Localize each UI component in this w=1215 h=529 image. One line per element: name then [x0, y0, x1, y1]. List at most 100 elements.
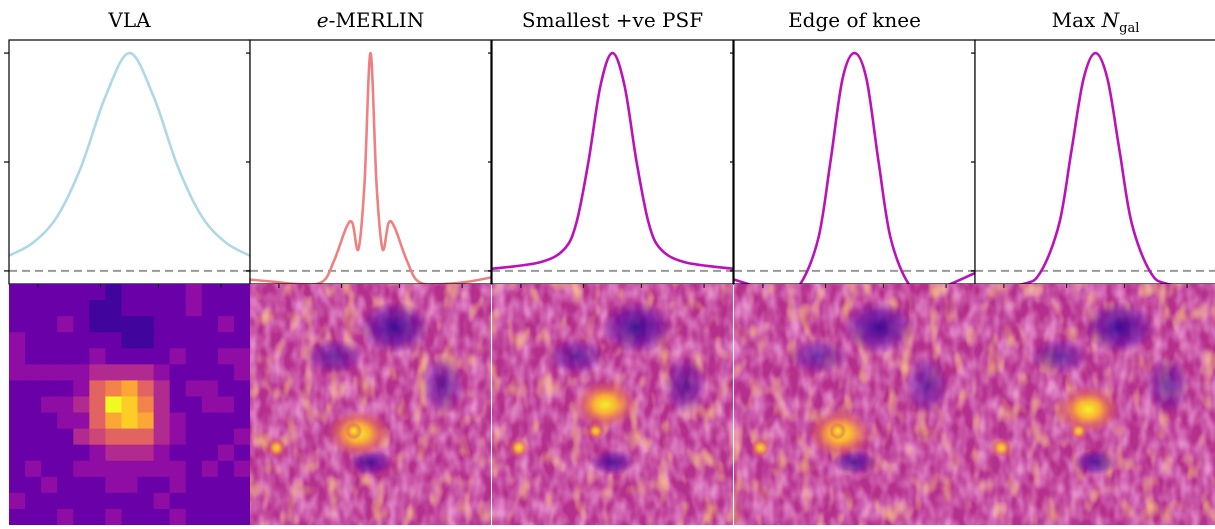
profile-panel-5: [974, 39, 1215, 285]
profile-line-5: [1012, 51, 1179, 284]
image-cell: [201, 284, 219, 301]
image-cell: [169, 412, 187, 430]
image-cell: [41, 444, 58, 462]
image-cell: [9, 412, 26, 430]
image-cell: [233, 380, 250, 398]
image-cell: [73, 492, 90, 510]
image-cell: [25, 364, 42, 381]
image-cold-region: [546, 338, 607, 375]
panel-title-2: e-MERLIN: [317, 8, 424, 32]
panel-title-2-part: -MERLIN: [329, 8, 425, 32]
image-cell: [57, 380, 74, 398]
image-panel-5: [975, 284, 1215, 525]
image-cell: [169, 348, 187, 365]
image-cell: [121, 316, 139, 333]
image-cell: [153, 364, 171, 381]
image-cell: [217, 396, 235, 414]
image-cell: [9, 316, 26, 333]
image-cell: [9, 460, 26, 478]
image-cell: [169, 460, 187, 478]
image-cell: [217, 508, 235, 525]
image-cold-region: [662, 355, 707, 416]
image-cold-region: [358, 301, 431, 354]
image-cell: [89, 508, 106, 525]
image-cell: [233, 508, 250, 525]
panel-title-2-part: e: [317, 8, 329, 32]
image-cell: [201, 460, 219, 478]
image-cell: [73, 300, 90, 317]
panel-title-3-part: Smallest +ve PSF: [522, 8, 703, 32]
panel-title-5-part: gal: [1119, 21, 1139, 36]
image-cell: [137, 492, 155, 510]
image-cell: [217, 300, 235, 317]
image-cell: [41, 492, 58, 510]
image-cell: [137, 364, 155, 381]
image-cell: [41, 460, 58, 478]
image-cell: [73, 476, 90, 494]
image-cell: [121, 492, 139, 510]
plot-background: [975, 40, 1215, 284]
image-cell: [137, 332, 155, 349]
image-compact-source: [750, 437, 771, 458]
image-cell: [201, 364, 219, 381]
image-cell: [233, 284, 250, 301]
image-cell: [41, 428, 58, 446]
image-cold-region: [904, 355, 949, 416]
image-cell: [169, 300, 187, 317]
image-cell: [185, 316, 203, 333]
image-cell: [57, 508, 74, 525]
image-cell: [25, 300, 42, 317]
image-cell: [153, 300, 171, 317]
image-cell: [73, 444, 90, 462]
plot-background: [734, 40, 975, 284]
profile-panel-1: [8, 39, 251, 285]
image-cell: [217, 284, 235, 301]
image-bright-source: [573, 380, 638, 429]
image-cell: [217, 316, 235, 333]
image-cell: [169, 284, 187, 301]
image-cell: [121, 396, 139, 414]
image-cold-region: [1145, 355, 1190, 416]
image-cell: [105, 300, 123, 317]
image-cell: [121, 428, 139, 446]
image-compact-source: [586, 422, 605, 441]
image-cell: [169, 492, 187, 510]
image-cell: [137, 508, 155, 525]
image-cell: [9, 492, 26, 510]
image-cell: [89, 380, 106, 398]
panel-title-1-part: VLA: [107, 8, 151, 32]
image-cell: [185, 428, 203, 446]
image-cold-region: [788, 338, 849, 375]
image-cell: [153, 444, 171, 462]
image-cell: [25, 348, 42, 365]
image-cell: [201, 444, 219, 462]
image-cell: [73, 396, 90, 414]
image-cell: [217, 492, 235, 510]
image-cell: [169, 332, 187, 349]
profile-panel-3: [491, 39, 734, 285]
image-cell: [217, 380, 235, 398]
image-compact-source: [1069, 422, 1088, 441]
image-cell: [9, 444, 26, 462]
image-cell: [153, 332, 171, 349]
image-cell: [105, 396, 123, 414]
image-cell: [25, 492, 42, 510]
image-cell: [121, 460, 139, 478]
image-cell: [105, 476, 123, 494]
image-cell: [9, 300, 26, 317]
image-cell: [73, 284, 90, 301]
image-cell: [9, 332, 26, 349]
image-cold-region: [420, 355, 465, 416]
image-cell: [153, 492, 171, 510]
image-cell: [153, 508, 171, 525]
image-cell: [57, 444, 74, 462]
image-cell: [89, 300, 106, 317]
image-cell: [57, 492, 74, 510]
image-compact-source: [991, 437, 1012, 458]
image-cell: [137, 460, 155, 478]
plot-background: [492, 40, 733, 284]
image-cell: [73, 348, 90, 365]
image-cell: [9, 284, 26, 301]
image-cell: [73, 364, 90, 381]
image-cell: [41, 508, 58, 525]
